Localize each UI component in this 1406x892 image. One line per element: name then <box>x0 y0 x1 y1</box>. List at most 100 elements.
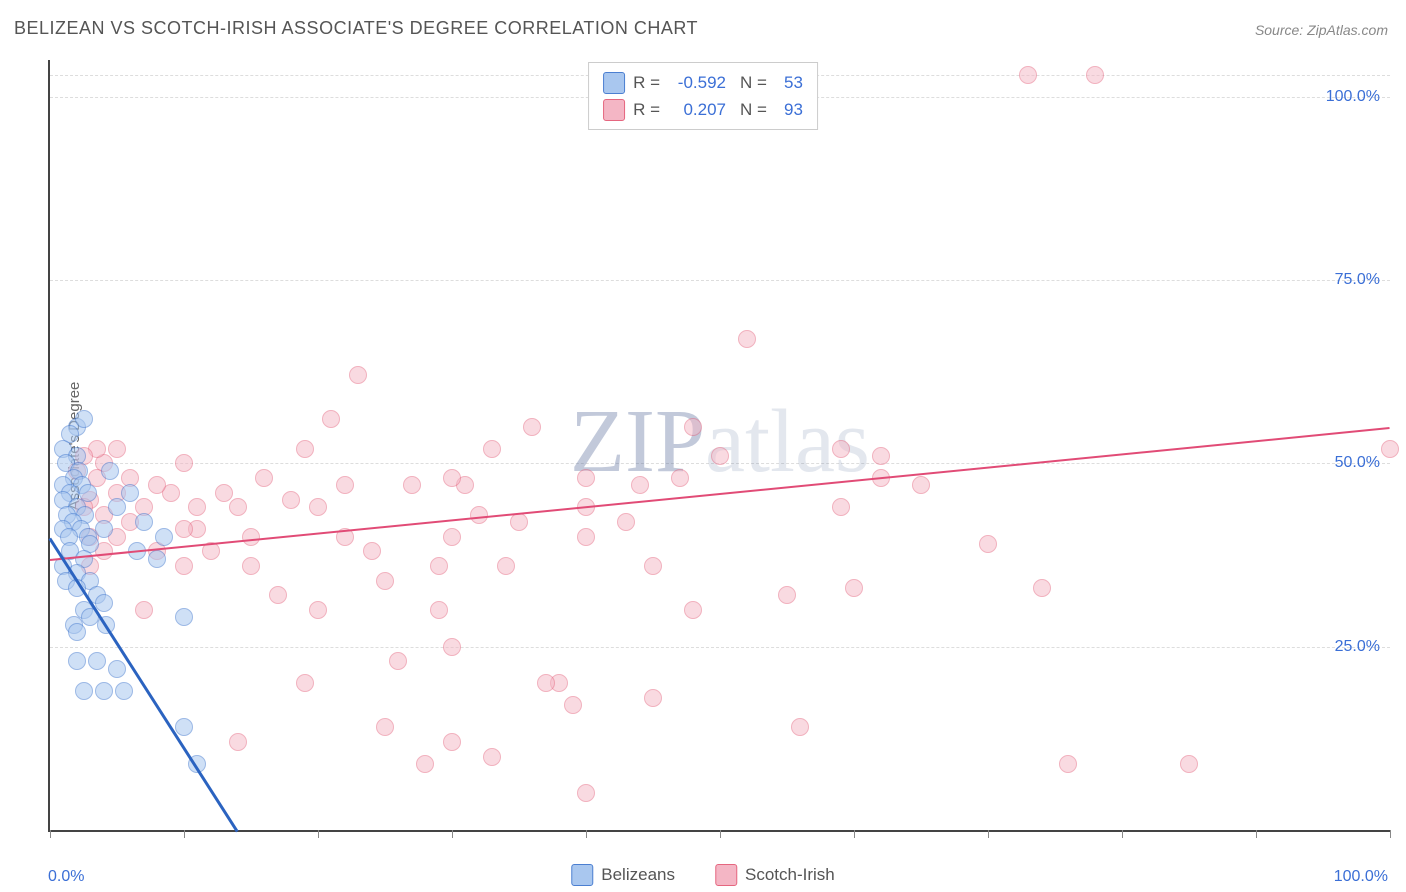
data-point-scotchirish <box>617 513 635 531</box>
data-point-belizeans <box>108 660 126 678</box>
data-point-scotchirish <box>845 579 863 597</box>
data-point-scotchirish <box>349 366 367 384</box>
x-tick <box>988 830 989 838</box>
data-point-scotchirish <box>255 469 273 487</box>
data-point-belizeans <box>175 718 193 736</box>
x-tick <box>1256 830 1257 838</box>
data-point-scotchirish <box>430 557 448 575</box>
swatch-scotchirish <box>603 99 625 121</box>
data-point-scotchirish <box>523 418 541 436</box>
legend-label-belizeans: Belizeans <box>601 865 675 885</box>
scatter-plot-area: ZIPatlas 25.0%50.0%75.0%100.0% <box>48 60 1390 832</box>
data-point-scotchirish <box>778 586 796 604</box>
data-point-scotchirish <box>416 755 434 773</box>
data-point-scotchirish <box>631 476 649 494</box>
data-point-scotchirish <box>497 557 515 575</box>
data-point-belizeans <box>148 550 166 568</box>
x-tick <box>318 830 319 838</box>
data-point-scotchirish <box>296 440 314 458</box>
legend-row-scotchirish: R = 0.207 N = 93 <box>603 96 803 123</box>
x-tick <box>586 830 587 838</box>
data-point-belizeans <box>95 520 113 538</box>
data-point-scotchirish <box>403 476 421 494</box>
series-legend: Belizeans Scotch-Irish <box>571 864 834 886</box>
source-label: Source: ZipAtlas.com <box>1255 22 1388 38</box>
watermark: ZIPatlas <box>570 390 870 493</box>
data-point-belizeans <box>135 513 153 531</box>
x-tick <box>1390 830 1391 838</box>
data-point-scotchirish <box>376 718 394 736</box>
data-point-scotchirish <box>1019 66 1037 84</box>
data-point-scotchirish <box>309 601 327 619</box>
swatch-belizeans <box>571 864 593 886</box>
data-point-belizeans <box>68 652 86 670</box>
data-point-scotchirish <box>483 748 501 766</box>
y-tick-label: 75.0% <box>1335 271 1380 289</box>
stat-N-belizeans: 53 <box>775 69 803 96</box>
data-point-scotchirish <box>148 476 166 494</box>
data-point-scotchirish <box>979 535 997 553</box>
data-point-scotchirish <box>577 784 595 802</box>
swatch-scotchirish <box>715 864 737 886</box>
data-point-scotchirish <box>872 447 890 465</box>
data-point-scotchirish <box>188 498 206 516</box>
x-tick <box>452 830 453 838</box>
data-point-belizeans <box>95 682 113 700</box>
y-tick-label: 50.0% <box>1335 454 1380 472</box>
stat-N-scotchirish: 93 <box>775 96 803 123</box>
data-point-scotchirish <box>1059 755 1077 773</box>
data-point-scotchirish <box>242 557 260 575</box>
data-point-scotchirish <box>389 652 407 670</box>
stat-label-R: R = <box>633 96 660 123</box>
x-tick <box>184 830 185 838</box>
stat-label-R: R = <box>633 69 660 96</box>
data-point-belizeans <box>68 623 86 641</box>
x-axis-max-label: 100.0% <box>1334 868 1388 886</box>
data-point-scotchirish <box>510 513 528 531</box>
data-point-scotchirish <box>470 506 488 524</box>
data-point-scotchirish <box>832 440 850 458</box>
stat-R-scotchirish: 0.207 <box>668 96 726 123</box>
data-point-scotchirish <box>483 440 501 458</box>
data-point-scotchirish <box>336 476 354 494</box>
data-point-scotchirish <box>443 528 461 546</box>
data-point-belizeans <box>101 462 119 480</box>
data-point-scotchirish <box>684 601 702 619</box>
data-point-scotchirish <box>229 498 247 516</box>
data-point-belizeans <box>115 682 133 700</box>
stat-label-N: N = <box>740 96 767 123</box>
data-point-belizeans <box>75 410 93 428</box>
x-tick <box>50 830 51 838</box>
legend-label-scotchirish: Scotch-Irish <box>745 865 835 885</box>
data-point-scotchirish <box>443 733 461 751</box>
data-point-scotchirish <box>1381 440 1399 458</box>
data-point-scotchirish <box>791 718 809 736</box>
gridline <box>50 280 1390 281</box>
x-tick <box>720 830 721 838</box>
y-tick-label: 25.0% <box>1335 638 1380 656</box>
data-point-scotchirish <box>671 469 689 487</box>
data-point-scotchirish <box>711 447 729 465</box>
data-point-scotchirish <box>229 733 247 751</box>
data-point-scotchirish <box>577 469 595 487</box>
legend-item-scotchirish: Scotch-Irish <box>715 864 835 886</box>
data-point-belizeans <box>155 528 173 546</box>
x-axis-min-label: 0.0% <box>48 868 84 886</box>
x-tick <box>1122 830 1123 838</box>
data-point-scotchirish <box>322 410 340 428</box>
data-point-belizeans <box>108 498 126 516</box>
data-point-belizeans <box>75 682 93 700</box>
gridline <box>50 647 1390 648</box>
data-point-scotchirish <box>912 476 930 494</box>
data-point-scotchirish <box>1033 579 1051 597</box>
chart-title: BELIZEAN VS SCOTCH-IRISH ASSOCIATE'S DEG… <box>14 18 698 39</box>
x-tick <box>854 830 855 838</box>
data-point-scotchirish <box>537 674 555 692</box>
data-point-scotchirish <box>175 520 193 538</box>
data-point-scotchirish <box>1086 66 1104 84</box>
data-point-scotchirish <box>135 601 153 619</box>
data-point-scotchirish <box>738 330 756 348</box>
data-point-scotchirish <box>363 542 381 560</box>
data-point-scotchirish <box>175 454 193 472</box>
data-point-belizeans <box>121 484 139 502</box>
